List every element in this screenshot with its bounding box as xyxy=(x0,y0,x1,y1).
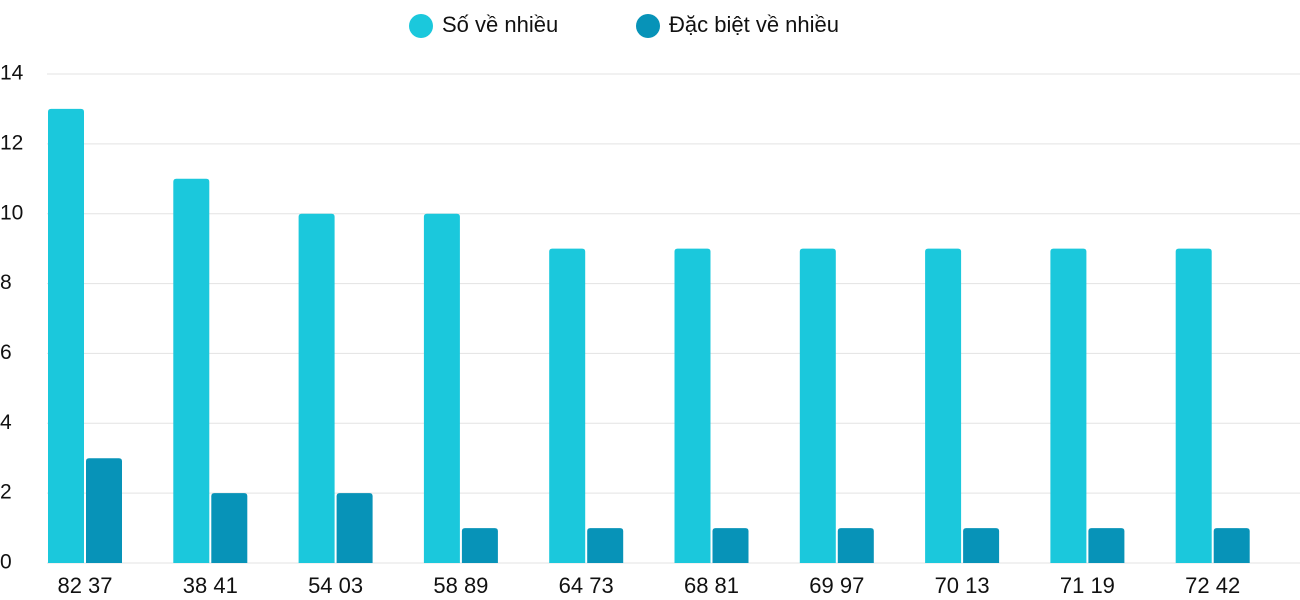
bar xyxy=(1088,528,1125,563)
y-tick-label: 4 xyxy=(0,411,12,434)
bar xyxy=(837,528,874,563)
y-tick-label: 6 xyxy=(0,341,12,364)
y-tick-label: 14 xyxy=(0,62,24,85)
bar xyxy=(298,213,335,563)
y-tick-label: 8 xyxy=(0,271,12,294)
bar xyxy=(173,178,210,564)
x-tick-label: 54 03 xyxy=(308,573,363,598)
legend-marker xyxy=(636,14,660,38)
x-tick-label: 68 81 xyxy=(684,573,739,598)
bar xyxy=(423,213,460,563)
bar xyxy=(1050,248,1087,563)
x-tick-label: 82 37 xyxy=(57,573,112,598)
x-tick-label: 69 97 xyxy=(809,573,864,598)
bar xyxy=(48,108,84,563)
x-tick-label: 64 73 xyxy=(559,573,614,598)
y-tick-label: 0 xyxy=(0,551,12,574)
bar xyxy=(712,528,749,563)
bar xyxy=(549,248,586,563)
y-tick-label: 2 xyxy=(0,481,12,504)
bar xyxy=(461,528,498,563)
bar xyxy=(674,248,711,563)
x-tick-label: 58 89 xyxy=(433,573,488,598)
bar xyxy=(86,458,122,563)
bar xyxy=(963,528,1000,563)
bar xyxy=(587,528,624,563)
legend-label: Số về nhiều xyxy=(442,12,558,37)
x-tick-label: 72 42 xyxy=(1185,573,1240,598)
bar xyxy=(336,493,373,563)
bar xyxy=(1213,528,1250,563)
bar xyxy=(799,248,836,563)
bar xyxy=(925,248,962,563)
legend-marker xyxy=(409,14,433,38)
y-tick-label: 12 xyxy=(0,131,23,154)
bar xyxy=(211,493,248,563)
legend-label: Đặc biệt về nhiều xyxy=(669,12,839,37)
y-tick-label: 10 xyxy=(0,201,23,224)
bar xyxy=(1175,248,1212,563)
x-tick-label: 38 41 xyxy=(183,573,238,598)
x-tick-label: 71 19 xyxy=(1060,573,1115,598)
x-tick-label: 70 13 xyxy=(935,573,990,598)
